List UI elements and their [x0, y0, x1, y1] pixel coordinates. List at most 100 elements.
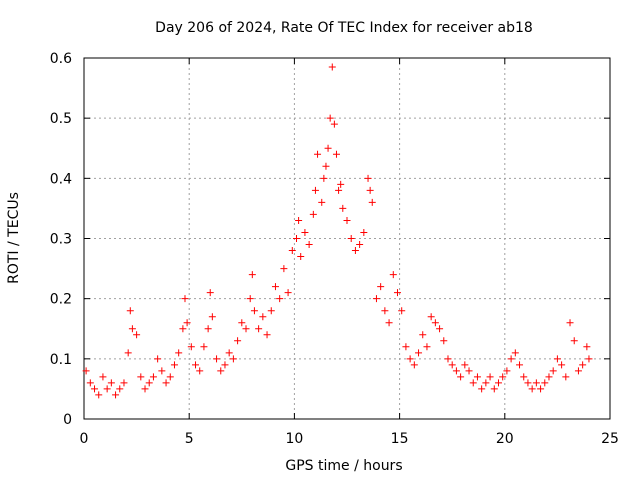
data-point	[120, 379, 128, 387]
x-axis-label: GPS time / hours	[285, 458, 402, 474]
data-point	[124, 349, 132, 357]
data-point	[297, 253, 305, 261]
data-point	[368, 198, 376, 206]
x-tick-label: 5	[185, 431, 194, 447]
data-point	[549, 367, 557, 375]
data-point	[322, 162, 330, 170]
data-point	[372, 295, 380, 303]
data-point	[347, 235, 355, 242]
x-tick-labels: 0 5 10 15 20 25	[80, 431, 619, 447]
data-point	[314, 150, 322, 158]
data-point	[91, 385, 99, 393]
data-point	[280, 265, 288, 273]
data-point	[465, 367, 473, 375]
data-point	[324, 144, 332, 152]
data-point	[486, 373, 494, 381]
data-point	[337, 180, 345, 188]
data-point	[461, 361, 469, 369]
data-point	[206, 289, 214, 297]
data-point	[103, 385, 111, 393]
data-point	[532, 379, 540, 387]
data-point	[583, 343, 591, 351]
x-tick-label: 15	[391, 431, 409, 447]
data-point	[95, 391, 103, 399]
data-point	[427, 313, 435, 321]
data-point	[351, 247, 359, 255]
data-point	[149, 373, 157, 381]
data-point	[364, 174, 372, 182]
x-tick-label: 20	[496, 431, 514, 447]
data-point	[225, 349, 233, 357]
data-point	[192, 361, 200, 369]
data-point	[305, 241, 313, 249]
data-point	[482, 379, 490, 387]
data-point	[154, 355, 162, 363]
data-point	[267, 307, 275, 315]
data-point	[248, 271, 256, 279]
data-point	[318, 198, 326, 206]
data-point	[570, 337, 578, 345]
data-point	[541, 379, 549, 387]
y-tick-label: 0.6	[50, 51, 72, 67]
data-point	[553, 355, 561, 363]
data-point	[328, 63, 336, 71]
y-tick-label: 0.4	[50, 171, 72, 187]
data-point	[356, 241, 364, 249]
data-point	[128, 325, 136, 333]
data-point	[562, 373, 570, 381]
data-point	[545, 373, 553, 381]
data-points	[82, 63, 593, 399]
data-point	[490, 385, 498, 393]
data-point	[537, 385, 545, 393]
data-point	[183, 319, 191, 327]
data-point	[339, 204, 347, 212]
data-point	[187, 343, 195, 351]
data-point	[145, 379, 153, 387]
y-tick-labels: 0 0.1 0.2 0.3 0.4 0.5 0.6	[50, 51, 72, 428]
data-point	[293, 235, 301, 242]
data-point	[389, 271, 397, 279]
x-tick-label: 25	[601, 431, 619, 447]
data-point	[250, 307, 258, 315]
data-point	[141, 385, 149, 393]
data-point	[528, 385, 536, 393]
chart-title: Day 206 of 2024, Rate Of TEC Index for r…	[155, 20, 533, 36]
data-point	[406, 355, 414, 363]
data-point	[377, 283, 385, 291]
data-point	[284, 289, 292, 297]
data-point	[360, 228, 368, 236]
data-point	[385, 319, 393, 327]
data-point	[516, 361, 524, 369]
grid-lines	[84, 58, 610, 419]
data-point	[217, 367, 225, 375]
data-point	[99, 373, 107, 381]
data-point	[440, 337, 448, 345]
y-tick-label: 0.1	[50, 352, 72, 368]
data-point	[158, 367, 166, 375]
data-point	[238, 319, 246, 327]
data-point	[524, 379, 532, 387]
data-point	[271, 283, 279, 291]
data-point	[436, 325, 444, 333]
data-point	[204, 325, 212, 333]
data-point	[234, 337, 242, 345]
data-point	[343, 216, 351, 224]
data-point	[170, 361, 178, 369]
data-point	[330, 120, 338, 128]
data-point	[301, 228, 309, 236]
data-point	[402, 343, 410, 351]
data-point	[229, 355, 237, 363]
data-point	[478, 385, 486, 393]
x-tick-label: 10	[285, 431, 303, 447]
y-axis-label: ROTI / TECUs	[6, 192, 22, 284]
data-point	[511, 349, 519, 357]
data-point	[288, 247, 296, 255]
data-point	[457, 373, 465, 381]
data-point	[473, 373, 481, 381]
y-tick-label: 0	[63, 412, 72, 428]
data-point	[246, 295, 254, 303]
data-point	[242, 325, 250, 333]
data-point	[181, 295, 189, 303]
data-point	[276, 295, 284, 303]
